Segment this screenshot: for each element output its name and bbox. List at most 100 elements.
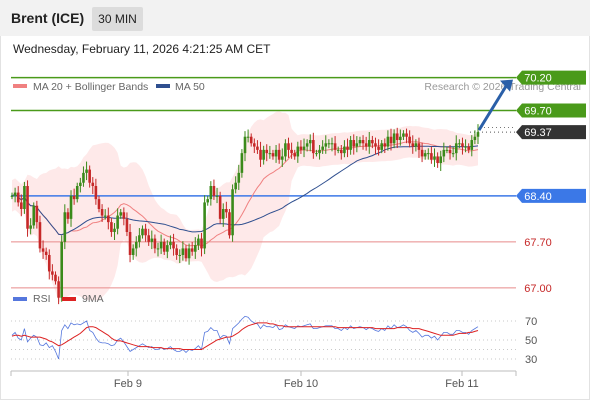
- candle-body: [380, 143, 383, 150]
- candle-body: [190, 248, 194, 252]
- rsi-ma-line: [11, 322, 479, 350]
- candle-body: [318, 149, 321, 154]
- candle-body: [290, 149, 293, 154]
- candle-body: [340, 149, 343, 154]
- legend-swatch-ma50: [156, 84, 170, 88]
- svg-text:69.37: 69.37: [524, 127, 552, 139]
- candle-body: [138, 235, 141, 242]
- candle-body: [246, 136, 250, 138]
- candle-body: [82, 172, 85, 183]
- candle-body: [66, 212, 70, 219]
- candle-body: [430, 153, 433, 160]
- x-tick-label: Feb 9: [114, 378, 142, 390]
- timeframe-badge[interactable]: 30 MIN: [92, 7, 143, 31]
- candle-body: [355, 143, 359, 147]
- candle-body: [392, 133, 396, 144]
- candle-body: [203, 202, 206, 249]
- candle-body: [215, 195, 219, 197]
- candle-body: [439, 156, 443, 164]
- instrument-title: Brent (ICE): [11, 10, 85, 26]
- candle-body: [284, 143, 287, 157]
- target-arrowhead: [500, 79, 513, 92]
- candle-body: [458, 143, 461, 145]
- candle-body: [169, 241, 172, 246]
- candle-body: [243, 136, 247, 154]
- timestamp: Wednesday, February 11, 2026 4:21:25 AM …: [13, 42, 271, 56]
- candle-body: [417, 143, 421, 150]
- candle-body: [436, 156, 439, 164]
- candle-body: [153, 238, 157, 249]
- candle-body: [271, 153, 275, 157]
- main-plot: 70.20 69.70 69.37 68.40 67.70 67.00: [10, 70, 586, 305]
- rsi-tick-70: 70: [525, 316, 537, 328]
- candle-body: [218, 195, 222, 219]
- candle-body: [358, 140, 362, 144]
- candle-body: [383, 143, 387, 147]
- candle-body: [448, 149, 452, 154]
- candle-body: [63, 212, 67, 242]
- candle-body: [467, 146, 470, 150]
- candle-body: [79, 182, 82, 187]
- svg-text:69.70: 69.70: [524, 105, 552, 117]
- candle-body: [125, 218, 129, 232]
- candle-body: [305, 143, 309, 147]
- candle-body: [47, 254, 51, 272]
- candle-body: [54, 274, 57, 282]
- candle-body: [296, 146, 300, 157]
- legend-swatch-rsi: [13, 297, 27, 301]
- candle-body: [10, 195, 14, 197]
- candle-body: [206, 199, 210, 203]
- candle-body: [209, 186, 213, 200]
- candle-body: [119, 212, 123, 216]
- level-label-67.00: 67.00: [524, 283, 552, 295]
- legend-label-ma50: MA 50: [175, 81, 205, 93]
- candle-body: [237, 172, 241, 183]
- candle-body: [231, 189, 234, 236]
- candle-body: [97, 199, 101, 209]
- candle-body: [113, 228, 116, 232]
- candle-body: [280, 156, 284, 160]
- ma50-line: [11, 145, 479, 236]
- candle-body: [259, 149, 262, 160]
- candle-body: [371, 140, 374, 144]
- candle-body: [293, 153, 297, 157]
- candle-body: [60, 241, 64, 298]
- candle-body: [346, 146, 349, 150]
- candle-body: [361, 140, 365, 144]
- svg-text:67.70: 67.70: [524, 237, 552, 249]
- candle-body: [212, 186, 216, 196]
- candles: [10, 124, 480, 305]
- candle-body: [454, 143, 458, 154]
- candle-body: [116, 215, 119, 229]
- candle-body: [420, 149, 424, 157]
- candle-body: [159, 241, 163, 249]
- candle-body: [262, 149, 265, 160]
- candle-body: [178, 254, 182, 256]
- candle-body: [364, 143, 368, 147]
- candle-body: [200, 238, 203, 249]
- candle-body: [302, 146, 306, 150]
- candle-body: [352, 140, 356, 147]
- candle-body: [107, 215, 110, 223]
- candle-body: [333, 143, 337, 150]
- legend-swatch-ma20: [13, 84, 27, 88]
- candle-body: [156, 248, 160, 250]
- candle-body: [51, 271, 54, 275]
- candle-body: [29, 225, 32, 229]
- candle-body: [16, 192, 20, 203]
- candle-body: [277, 149, 281, 160]
- candle-body: [336, 149, 340, 151]
- candle-body: [41, 248, 45, 252]
- rsi-line: [11, 315, 479, 360]
- level-label-68.40: 68.40: [516, 188, 586, 203]
- candle-body: [175, 248, 178, 255]
- candle-body: [268, 153, 272, 155]
- candle-body: [256, 146, 259, 150]
- legend-label-rsi-ma: 9MA: [82, 293, 104, 305]
- candle-body: [324, 143, 328, 147]
- candle-body: [308, 140, 312, 144]
- candle-body: [240, 153, 244, 173]
- candle-body: [234, 182, 237, 190]
- candle-body: [187, 248, 191, 259]
- candle-body: [134, 241, 138, 249]
